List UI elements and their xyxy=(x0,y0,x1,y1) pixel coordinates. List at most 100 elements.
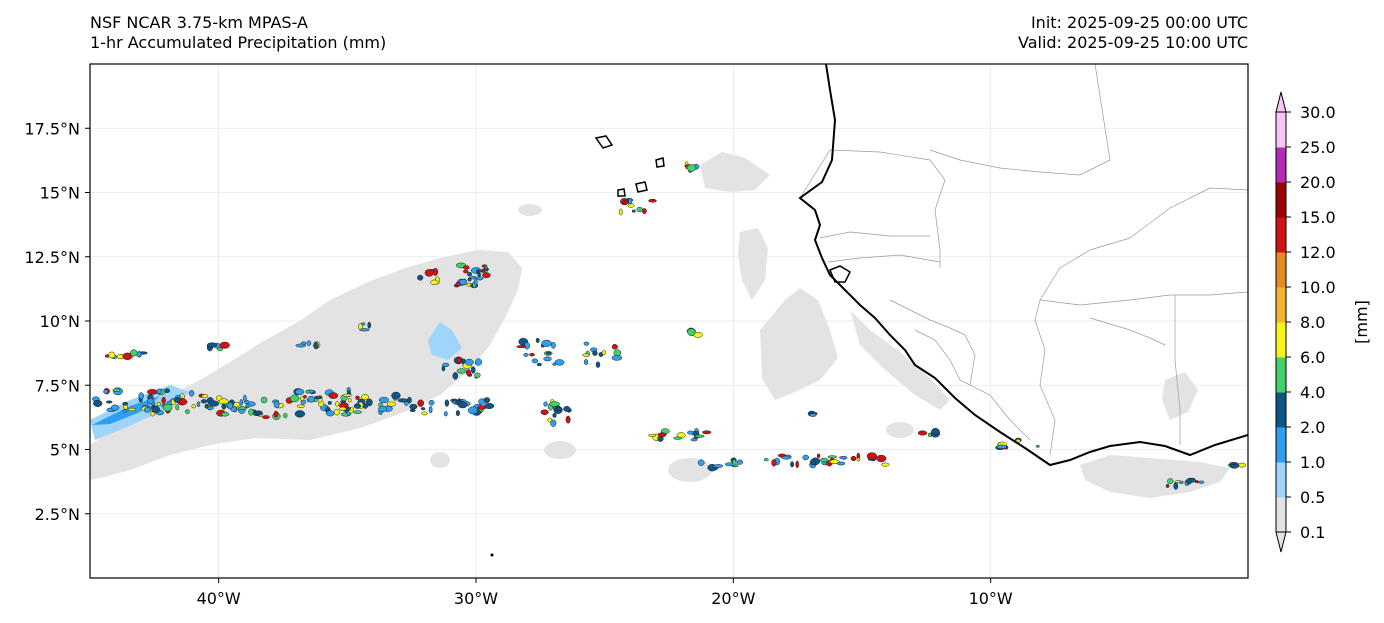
precip-area-island-3 xyxy=(1080,455,1230,498)
convective-cell xyxy=(642,208,647,215)
convective-cell xyxy=(130,349,138,357)
convective-cell xyxy=(108,351,116,359)
convective-cell xyxy=(459,279,468,285)
convective-cell xyxy=(628,197,633,205)
field-title: 1-hr Accumulated Precipitation (mm) xyxy=(90,33,387,52)
precip-area-small-3 xyxy=(518,204,542,216)
colorbar-tick-label: 1.0 xyxy=(1300,453,1325,472)
convective-cell xyxy=(547,417,553,423)
island-bijagos xyxy=(829,265,851,283)
colorbar-tick-label: 2.0 xyxy=(1300,418,1325,437)
convective-cell xyxy=(378,405,387,413)
convective-cell xyxy=(687,430,694,435)
convective-cell xyxy=(200,399,208,404)
convective-cell xyxy=(648,198,657,203)
convective-cell xyxy=(219,341,230,349)
convective-cell xyxy=(152,405,160,414)
precip-area-small-1 xyxy=(668,458,712,482)
convective-cell xyxy=(442,362,450,368)
convective-cell xyxy=(531,358,539,364)
convective-cell xyxy=(339,406,347,411)
colorbar-segment xyxy=(1276,427,1286,463)
convective-cell xyxy=(162,403,173,412)
convective-cell xyxy=(583,359,589,365)
convective-cell xyxy=(147,389,158,395)
colorbar-segment xyxy=(1276,147,1286,183)
convective-cell xyxy=(110,404,120,411)
convective-cell xyxy=(196,401,201,408)
precip-area-small-4 xyxy=(886,422,914,438)
convective-cell xyxy=(673,436,683,440)
island-cape-verde-3 xyxy=(635,181,648,193)
convective-cell xyxy=(185,409,190,414)
convective-cell xyxy=(143,406,151,413)
convective-cell xyxy=(164,388,170,393)
border-liberia xyxy=(959,379,1031,441)
convective-cell xyxy=(333,408,340,416)
convective-cell xyxy=(482,272,491,279)
colorbar-extend-high xyxy=(1275,91,1287,113)
convective-cell xyxy=(611,354,623,361)
convective-cell xyxy=(283,412,288,419)
convective-cell xyxy=(327,400,332,405)
convective-cell xyxy=(156,388,162,394)
convective-cells xyxy=(92,161,1247,490)
convective-cell xyxy=(290,394,300,403)
island-cape-verde-4 xyxy=(617,188,626,197)
convective-cell xyxy=(535,337,540,343)
convective-cell xyxy=(391,391,401,400)
colorbar-segment xyxy=(1276,252,1286,288)
convective-cell xyxy=(475,358,482,366)
convective-cell xyxy=(307,395,316,403)
colorbar: 0.1 0.5 1.0 2.0 4.0 6.0 8.0 10.0 12.0 15.0 20.0 25.… xyxy=(1275,91,1336,553)
precip-area-moderate-2 xyxy=(428,322,462,360)
precip-area-island-1 xyxy=(738,228,768,300)
convective-cell xyxy=(469,275,478,280)
convective-cell xyxy=(1185,478,1193,485)
convective-cell xyxy=(996,444,1007,449)
convective-cell xyxy=(482,267,490,271)
convective-cell xyxy=(361,322,366,326)
convective-cell xyxy=(294,388,305,396)
convective-cell xyxy=(355,395,360,400)
lat-tick-label: 12.5°N xyxy=(24,248,80,267)
colorbar-tick-label: 20.0 xyxy=(1300,173,1336,192)
lon-tick-label: 20°W xyxy=(711,589,755,608)
convective-cell xyxy=(543,356,552,362)
convective-cell xyxy=(881,462,890,467)
convective-cell xyxy=(127,407,137,412)
colorbar-segment xyxy=(1276,182,1286,218)
colorbar-segment xyxy=(1276,392,1286,428)
longitude-ticks: 40°W 30°W 20°W 10°W xyxy=(197,578,1013,608)
convective-cell xyxy=(112,388,121,392)
colorbar-segment xyxy=(1276,287,1286,323)
precip-area-island-4 xyxy=(850,310,950,410)
border-guinea-bissau xyxy=(827,254,941,263)
convective-cell xyxy=(326,410,335,417)
convective-cell xyxy=(397,398,408,403)
convective-cell xyxy=(245,403,250,409)
valid-time: Valid: 2025-09-25 10:00 UTC xyxy=(1017,33,1248,52)
lat-tick-label: 5°N xyxy=(50,441,80,460)
convective-cell xyxy=(353,403,362,409)
colorbar-tick-label: 10.0 xyxy=(1300,278,1336,297)
convective-cell xyxy=(227,402,234,410)
convective-cell xyxy=(1173,482,1179,490)
convective-cell xyxy=(856,457,861,462)
colorbar-segment xyxy=(1276,322,1286,358)
convective-cell xyxy=(1165,483,1170,488)
convective-cell xyxy=(161,396,166,405)
convective-cell xyxy=(839,455,848,460)
convective-cell xyxy=(595,361,601,368)
map-area xyxy=(90,64,1248,578)
convective-cell xyxy=(216,347,223,351)
convective-cell xyxy=(432,267,439,276)
convective-cell xyxy=(452,372,459,380)
colorbar-segment xyxy=(1276,112,1286,148)
convective-cell xyxy=(457,401,468,409)
convective-cell xyxy=(529,353,535,357)
convective-cell xyxy=(221,403,227,410)
border-ghana-west xyxy=(1089,317,1166,346)
convective-cell xyxy=(122,352,133,360)
